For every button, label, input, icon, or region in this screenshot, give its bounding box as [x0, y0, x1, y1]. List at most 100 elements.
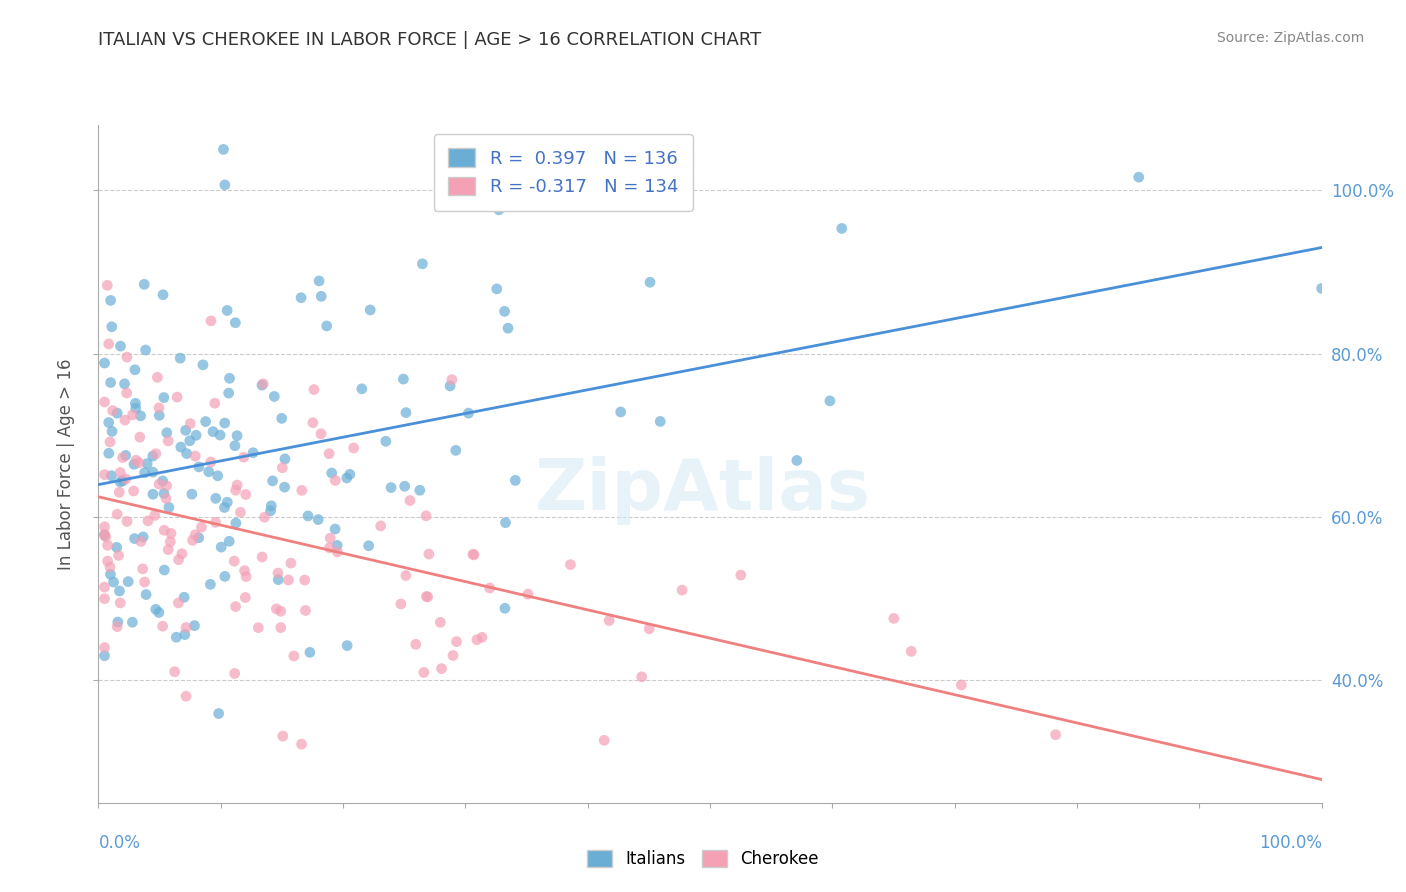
Point	[129, 534, 152, 549]
Text: ITALIAN VS CHEROKEE IN LABOR FORCE | AGE > 16 CORRELATION CHART: ITALIAN VS CHEROKEE IN LABOR FORCE | AGE…	[98, 31, 762, 49]
Point	[291, 483, 314, 498]
Point	[218, 371, 240, 385]
Point	[128, 430, 150, 444]
Point	[225, 483, 247, 498]
Point	[444, 443, 467, 458]
Point	[208, 706, 231, 721]
Point	[224, 439, 246, 453]
Point	[638, 275, 661, 289]
Point	[270, 411, 292, 425]
Point	[97, 554, 120, 568]
Point	[134, 277, 156, 292]
Point	[418, 547, 440, 561]
Point	[124, 363, 146, 377]
Point	[389, 597, 412, 611]
Point	[176, 447, 198, 461]
Point	[114, 413, 136, 427]
Point	[105, 620, 128, 634]
Point	[110, 466, 132, 480]
Point	[100, 468, 122, 483]
Point	[290, 737, 312, 751]
Point	[98, 560, 121, 574]
Point	[593, 733, 616, 747]
Point	[516, 587, 538, 601]
Point	[100, 567, 122, 582]
Point	[494, 601, 516, 615]
Point	[395, 406, 418, 420]
Point	[148, 606, 170, 620]
Point	[496, 321, 519, 335]
Point	[405, 637, 427, 651]
Point	[225, 599, 247, 614]
Point	[259, 504, 281, 518]
Point	[97, 538, 120, 552]
Point	[214, 569, 236, 583]
Point	[197, 465, 219, 479]
Point	[170, 547, 193, 561]
Point	[180, 487, 202, 501]
Point	[207, 468, 229, 483]
Point	[100, 319, 122, 334]
Point	[233, 564, 256, 578]
Point	[122, 458, 145, 472]
Point	[157, 542, 180, 557]
Point	[323, 474, 346, 488]
Point	[226, 478, 249, 492]
Point	[598, 614, 620, 628]
Point	[153, 391, 176, 405]
Point	[93, 395, 115, 409]
Point	[430, 662, 453, 676]
Point	[107, 549, 129, 563]
Point	[1310, 281, 1333, 295]
Point	[263, 389, 285, 403]
Point	[173, 591, 195, 605]
Point	[184, 528, 207, 542]
Point	[271, 729, 294, 743]
Point	[174, 423, 197, 437]
Point	[121, 408, 143, 422]
Legend: Italians, Cherokee: Italians, Cherokee	[581, 843, 825, 875]
Point	[136, 457, 159, 471]
Point	[96, 278, 118, 293]
Point	[156, 425, 179, 440]
Point	[250, 549, 273, 564]
Point	[148, 477, 170, 491]
Point	[309, 426, 332, 441]
Point	[439, 379, 461, 393]
Point	[267, 573, 290, 587]
Point	[124, 396, 146, 410]
Point	[145, 602, 167, 616]
Point	[224, 554, 246, 568]
Point	[204, 516, 226, 530]
Point	[297, 508, 319, 523]
Point	[494, 304, 516, 318]
Point	[166, 390, 188, 404]
Point	[143, 508, 166, 523]
Point	[179, 417, 201, 431]
Point	[247, 621, 270, 635]
Point	[323, 522, 346, 536]
Point	[132, 530, 155, 544]
Point	[315, 318, 337, 333]
Point	[184, 449, 207, 463]
Point	[93, 580, 115, 594]
Point	[336, 639, 359, 653]
Point	[124, 532, 146, 546]
Point	[488, 202, 510, 217]
Point	[339, 467, 361, 482]
Point	[218, 534, 240, 549]
Point	[495, 516, 517, 530]
Point	[142, 449, 165, 463]
Point	[260, 499, 283, 513]
Point	[326, 538, 349, 552]
Point	[110, 475, 132, 489]
Point	[232, 450, 254, 465]
Point	[190, 520, 212, 534]
Point	[217, 303, 239, 318]
Point	[145, 447, 167, 461]
Point	[392, 372, 415, 386]
Legend: R =  0.397   N = 136, R = -0.317   N = 134: R = 0.397 N = 136, R = -0.317 N = 134	[434, 134, 693, 211]
Point	[93, 640, 115, 655]
Point	[277, 573, 299, 587]
Point	[204, 396, 226, 410]
